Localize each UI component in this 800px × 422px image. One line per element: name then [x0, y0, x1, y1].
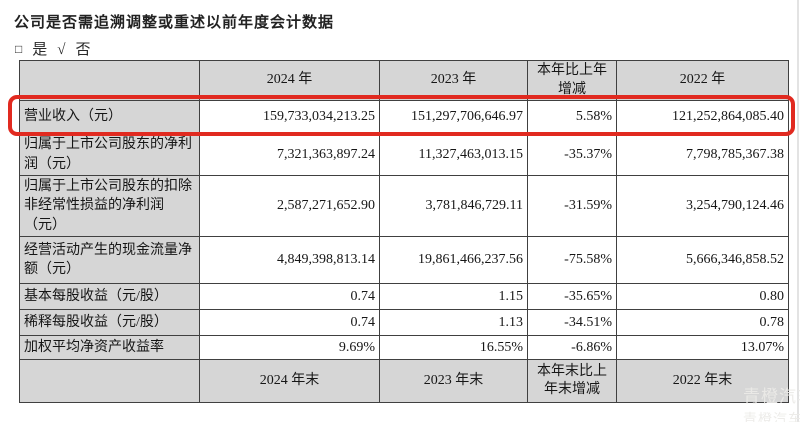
table-row-net-profit: 归属于上市公司股东的净利润（元） 7,321,363,897.24 11,327…	[19, 133, 789, 176]
cell-2022: 5,666,346,858.52	[616, 236, 789, 284]
cell-change: -6.86%	[527, 335, 617, 360]
cell-change: -35.65%	[527, 283, 617, 310]
yes-no-line: □ 是 √ 否	[15, 38, 101, 59]
footer-2023-end: 2023 年末	[379, 359, 528, 403]
watermark-text: 青橙汽车	[743, 387, 800, 406]
row-label: 经营活动产生的现金流量净额（元）	[19, 236, 200, 284]
col-header-change: 本年比上年增减	[527, 60, 617, 101]
financial-summary-table: 2024 年 2023 年 本年比上年增减 2022 年 营业收入（元） 159…	[19, 60, 789, 403]
col-header-2024: 2024 年	[199, 60, 380, 101]
cell-2022: 13.07%	[616, 335, 789, 360]
cell-2023: 1.13	[379, 309, 528, 336]
checkbox-unchecked-icon: □	[15, 42, 23, 56]
cell-2022: 121,252,864,085.40	[616, 100, 789, 134]
cell-2024: 2,587,271,652.90	[199, 175, 380, 237]
cell-2023: 11,327,463,013.15	[379, 133, 528, 176]
row-label: 加权平均净资产收益率	[19, 335, 200, 360]
table-row-cash-flow: 经营活动产生的现金流量净额（元） 4,849,398,813.14 19,861…	[19, 236, 789, 284]
table-row-basic-eps: 基本每股收益（元/股） 0.74 1.15 -35.65% 0.80	[19, 283, 789, 310]
footer-2022-end: 2022 年末	[616, 359, 789, 403]
page-title: 公司是否需追溯调整或重述以前年度会计数据	[14, 14, 335, 31]
cell-2024: 0.74	[199, 283, 380, 310]
cell-2023: 151,297,706,646.97	[379, 100, 528, 134]
cell-2024: 7,321,363,897.24	[199, 133, 380, 176]
cell-2022: 0.78	[616, 309, 789, 336]
footer-2024-end: 2024 年末	[199, 359, 380, 403]
row-label: 归属于上市公司股东的扣除非经常性损益的净利润（元）	[19, 175, 200, 237]
footer-blank	[19, 359, 200, 403]
cell-2023: 19,861,466,237.56	[379, 236, 528, 284]
cell-2022: 3,254,790,124.46	[616, 175, 789, 237]
table-row-net-profit-excl: 归属于上市公司股东的扣除非经常性损益的净利润（元） 2,587,271,652.…	[19, 175, 789, 237]
col-header-blank	[19, 60, 200, 101]
yes-label: 是	[32, 42, 48, 58]
cell-2024: 159,733,034,213.25	[199, 100, 380, 134]
footer-change-end: 本年末比上年末增减	[527, 359, 617, 403]
col-header-2023: 2023 年	[379, 60, 528, 101]
right-edge-divider	[797, 0, 799, 422]
check-mark-icon: √	[57, 42, 66, 58]
row-label: 稀释每股收益（元/股）	[19, 309, 200, 336]
row-label: 营业收入（元）	[19, 100, 200, 134]
cell-2022: 7,798,785,367.38	[616, 133, 789, 176]
cell-2022: 0.80	[616, 283, 789, 310]
row-label: 归属于上市公司股东的净利润（元）	[19, 133, 200, 176]
row-label: 基本每股收益（元/股）	[19, 283, 200, 310]
cell-2024: 4,849,398,813.14	[199, 236, 380, 284]
cell-2023: 1.15	[379, 283, 528, 310]
cell-change: -75.58%	[527, 236, 617, 284]
cell-change: -35.37%	[527, 133, 617, 176]
watermark: 青橙汽车 青橙汽车	[743, 388, 800, 422]
cell-change: -31.59%	[527, 175, 617, 237]
cell-2023: 16.55%	[379, 335, 528, 360]
cell-change: -34.51%	[527, 309, 617, 336]
col-header-2022: 2022 年	[616, 60, 789, 101]
table-header-row: 2024 年 2023 年 本年比上年增减 2022 年	[19, 60, 789, 101]
table-row-roe: 加权平均净资产收益率 9.69% 16.55% -6.86% 13.07%	[19, 335, 789, 360]
cell-2024: 0.74	[199, 309, 380, 336]
table-row-diluted-eps: 稀释每股收益（元/股） 0.74 1.13 -34.51% 0.78	[19, 309, 789, 336]
cell-2024: 9.69%	[199, 335, 380, 360]
watermark-text-clipped: 青橙汽车	[743, 411, 800, 422]
cell-change: 5.58%	[527, 100, 617, 134]
cell-2023: 3,781,846,729.11	[379, 175, 528, 237]
table-row-revenue: 营业收入（元） 159,733,034,213.25 151,297,706,6…	[19, 100, 789, 134]
table-footer-row: 2024 年末 2023 年末 本年末比上年末增减 2022 年末	[19, 359, 789, 403]
no-label: 否	[75, 42, 91, 58]
